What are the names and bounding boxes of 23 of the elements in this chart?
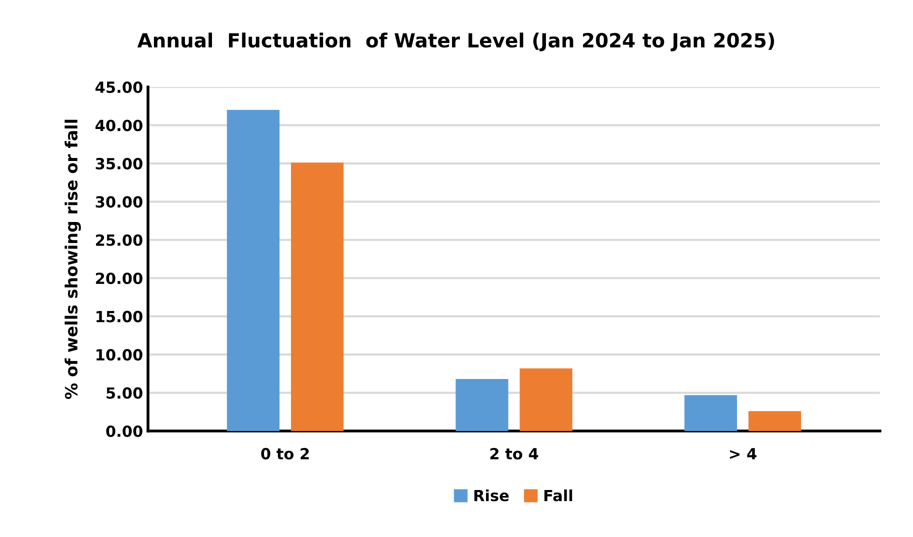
y-tick-label: 30.00 [96,196,142,208]
y-axis-title: % of wells showing rise or fall [64,120,81,400]
bar [456,379,508,431]
legend-label: Rise [474,489,509,502]
x-tick-label: 0 to 2 [261,448,309,460]
x-tick-label: 2 to 4 [490,448,538,460]
y-tick-label: 15.00 [96,310,142,322]
bar [748,411,802,431]
x-tick-label: > 4 [730,448,756,460]
y-tick-label: 0.00 [106,425,142,438]
y-tick-label: 10.00 [96,349,142,361]
bar [684,395,738,431]
y-tick-label: 35.00 [96,158,142,170]
y-tick-label: 40.00 [96,120,142,132]
y-tick-label: 25.00 [96,234,142,246]
bar [520,368,572,431]
legend-label: Fall [544,489,572,502]
bar [226,110,280,431]
y-tick-label: 20.00 [96,272,142,284]
chart-title: Annual Fluctuation of Water Level (Jan 2024 to Jan 2025) [137,32,774,52]
y-tick-label: 45.00 [96,81,142,94]
bar [290,162,344,431]
y-tick-label: 5.00 [106,387,142,399]
